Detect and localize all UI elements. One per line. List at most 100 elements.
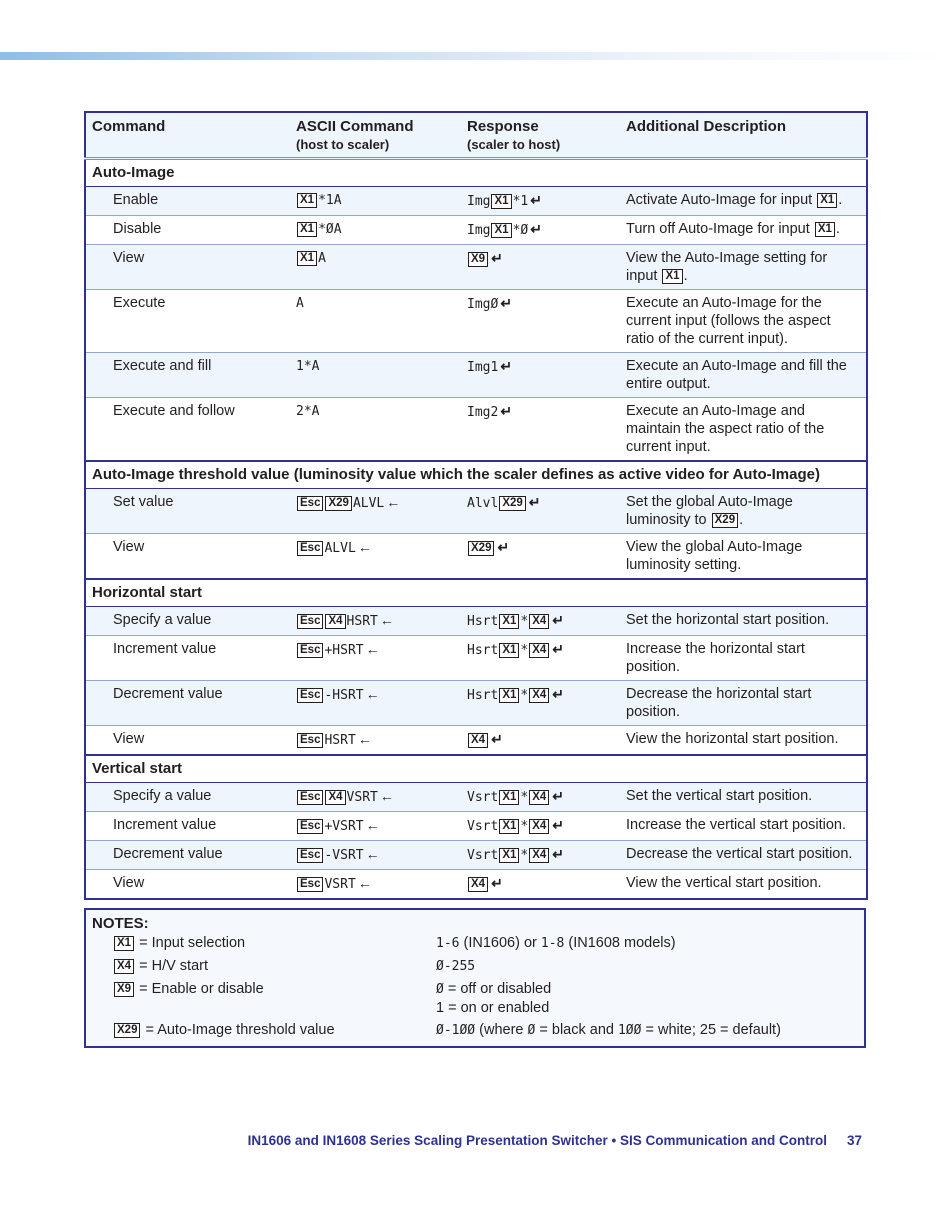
ascii-command: 2*A (290, 397, 461, 461)
note-value: 1-6 (IN1606) or 1-8 (IN1608 models) (436, 934, 858, 953)
description: View the global Auto-Image luminosity se… (620, 533, 867, 579)
esc-key-box: Esc (297, 541, 324, 556)
table-row: Decrement value Esc -VSRT ← Vsrt X1 * X4 ↵ Decrea… (85, 840, 867, 870)
header-band (0, 52, 950, 60)
esc-key-box: Esc (297, 496, 324, 511)
left-arrow-icon: ← (365, 817, 380, 833)
variable-box: X29 (711, 513, 739, 528)
text: Set the horizontal start position. (626, 612, 830, 628)
table-row: Specify a value Esc X4 VSRT ← Vsrt X1 * X4 ↵ Set t… (85, 782, 867, 812)
command-text: * (520, 790, 529, 805)
command-name: Execute and fill (85, 352, 290, 398)
carriage-return-icon: ↵ (552, 612, 565, 628)
command-name: View (85, 533, 290, 579)
variable-box: X1 (499, 848, 520, 863)
ascii-command: Esc ALVL ← (290, 533, 461, 579)
carriage-return-icon: ↵ (552, 846, 565, 862)
variable-box: X9 (468, 252, 489, 267)
left-arrow-icon: ← (357, 875, 372, 891)
text: = Auto-Image threshold value (141, 1022, 335, 1038)
section-title: Horizontal start (85, 578, 867, 607)
command-text: *1 (512, 194, 529, 209)
command-text: * (520, 614, 529, 629)
command-text: +HSRT (324, 643, 364, 658)
ascii-command: Esc -VSRT ← (290, 840, 461, 870)
carriage-return-icon: ↵ (491, 250, 503, 266)
table-row: Enable X1 *1A Img X1 *1 ↵ Activate Auto-Image f… (85, 186, 867, 216)
carriage-return-icon: ↵ (530, 221, 542, 237)
description: View the Auto-Image setting for input X1… (620, 244, 867, 290)
command-text: Img (467, 223, 491, 238)
variable-box: X1 (297, 193, 318, 208)
ascii-command: X1 *1A (290, 186, 461, 216)
command-text: HSRT (346, 614, 378, 629)
command-text: 1ØØ (617, 1023, 642, 1038)
carriage-return-icon: ↵ (491, 731, 503, 747)
carriage-return-icon: ↵ (491, 875, 503, 891)
table-row: Increment value Esc +HSRT ← Hsrt X1 * X4 ↵ Increa… (85, 635, 867, 681)
response: Vsrt X1 * X4 ↵ (461, 782, 620, 812)
variable-box: X4 (325, 614, 346, 629)
text: . (835, 221, 840, 237)
note-variable: X9 = Enable or disable (92, 980, 436, 1017)
left-arrow-icon: ← (365, 686, 380, 702)
text: Activate Auto-Image for input (626, 192, 817, 208)
header-sub: (scaler to host) (467, 137, 561, 152)
carriage-return-icon: ↵ (500, 295, 513, 311)
page-footer: IN1606 and IN1608 Series Scaling Present… (84, 1113, 866, 1201)
command-name: View (85, 725, 290, 755)
carriage-return-icon: ↵ (552, 641, 565, 657)
left-arrow-icon: ← (365, 846, 380, 862)
command-text: 1-6 (436, 936, 460, 951)
ascii-command: A (290, 289, 461, 353)
command-name: View (85, 869, 290, 899)
command-text: ALVL (352, 496, 385, 511)
variable-box: X1 (499, 819, 520, 834)
table-row: Specify a value Esc X4 HSRT ← Hsrt X1 * X4 ↵ Set t… (85, 606, 867, 636)
ascii-command: Esc VSRT ← (290, 869, 461, 899)
command-text: Img2 (467, 405, 499, 420)
command-text: Vsrt (467, 819, 499, 834)
header-response: Response (scaler to host) (461, 112, 620, 160)
command-text: * (520, 688, 529, 703)
variable-box: X1 (814, 222, 835, 237)
section-header-row: Horizontal start (85, 578, 867, 607)
command-table: Command ASCII Command (host to scaler) Re… (84, 111, 868, 900)
description: Set the horizontal start position. (620, 606, 867, 636)
variable-box: X1 (297, 222, 318, 237)
text: View the horizontal start position. (626, 731, 839, 747)
text: View the global Auto-Image luminosity se… (626, 539, 803, 573)
command-name: Decrement value (85, 680, 290, 726)
ascii-command: Esc +VSRT ← (290, 811, 461, 841)
header-command: Command (85, 112, 290, 160)
notes-title: NOTES: (92, 915, 149, 932)
ascii-command: Esc X29 ALVL ← (290, 488, 461, 534)
text: (where (475, 1022, 528, 1038)
text: Increase the horizontal start position. (626, 641, 805, 675)
note-value: Ø-1ØØ (where Ø = black and 1ØØ = white; … (436, 1021, 858, 1040)
description: Set the global Auto-Image luminosity to … (620, 488, 867, 534)
command-text: Hsrt (467, 614, 499, 629)
esc-key-box: Esc (297, 790, 324, 805)
text: . (838, 192, 843, 208)
command-text: +VSRT (324, 819, 364, 834)
description: Decrease the horizontal start position. (620, 680, 867, 726)
command-text: Hsrt (467, 643, 499, 658)
command-text: -VSRT (324, 848, 364, 863)
section-header-row: Vertical start (85, 754, 867, 783)
carriage-return-icon: ↵ (552, 817, 565, 833)
response: X4 ↵ (461, 869, 620, 899)
text: View the Auto-Image setting for input (626, 250, 828, 284)
left-arrow-icon: ← (365, 641, 380, 657)
command-text: * (520, 643, 529, 658)
carriage-return-icon: ↵ (552, 788, 565, 804)
text: = H/V start (135, 958, 209, 974)
response: Img2 ↵ (461, 397, 620, 461)
variable-box: X4 (529, 848, 550, 863)
notes-box: NOTES: X1 = Input selection 1-6 (IN1606) … (84, 908, 866, 1048)
notes-list: X1 = Input selection 1-6 (IN1606) or 1-8 … (92, 934, 858, 1040)
command-text: *ØA (318, 222, 342, 237)
text: (IN1606) or (459, 935, 541, 951)
command-text: Img1 (467, 360, 499, 375)
variable-box: X29 (499, 496, 526, 511)
